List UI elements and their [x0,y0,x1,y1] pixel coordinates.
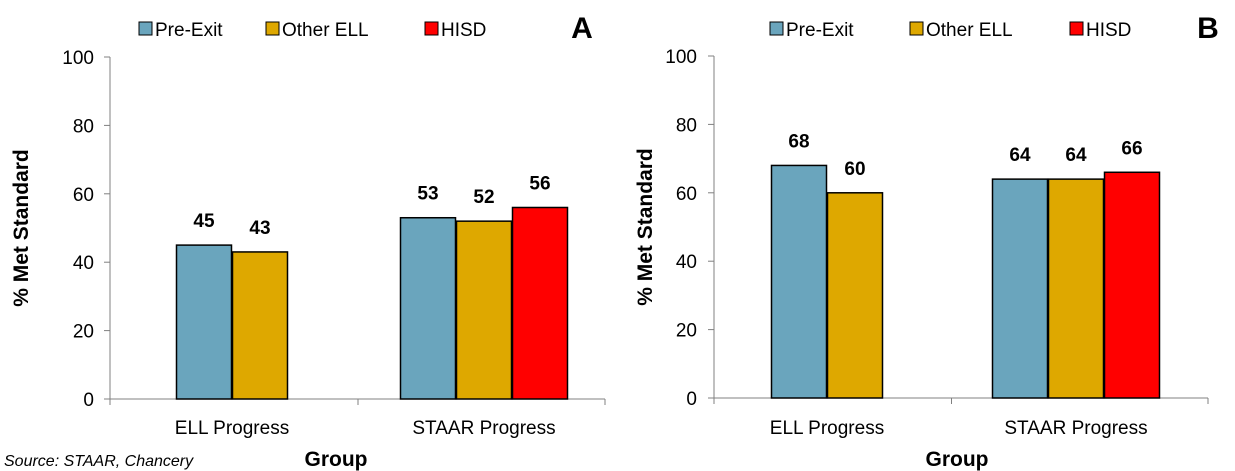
panel-label: B [1197,12,1219,45]
x-tick-label: STAAR Progress [412,418,555,439]
bar [826,192,884,399]
source-note: Source: STAAR, Chancery [4,453,194,470]
bar [455,220,513,400]
x-tick-label: STAAR Progress [1004,418,1147,439]
legend-swatch [1069,21,1084,36]
y-tick-label: 20 [73,322,94,343]
bar [1103,171,1161,399]
data-label: 43 [249,218,270,239]
x-axis-title: Group [305,448,368,471]
data-label: 56 [529,173,550,194]
y-tick-label: 40 [73,253,94,274]
y-tick-label: 60 [73,185,94,206]
legend-entry: HISD [441,20,486,41]
chart-panel-b: 0 20 40 60 80 100 68 60 ELL Progress 64 64 66 STAAR … [634,12,1219,471]
bar [511,206,569,400]
bar [770,164,828,399]
data-label: 60 [844,159,865,180]
data-label: 64 [1065,145,1087,166]
legend-swatch [265,21,280,36]
legend-swatch [909,21,924,36]
legend-entry: Pre-Exit [786,20,854,41]
y-tick-label: 80 [73,116,94,137]
y-tick-label: 60 [676,184,697,205]
data-label: 53 [417,184,438,205]
bar [175,244,233,400]
x-tick-label: ELL Progress [175,418,289,439]
y-tick-label: 0 [686,389,697,410]
bar [1047,178,1105,399]
legend-swatch [769,21,784,36]
y-tick-label: 0 [83,390,94,411]
y-axis-title: % Met Standard [634,148,657,306]
chart-panel-a: 0 20 40 60 80 100 45 43 ELL Progress 53 52 56 STAAR … [10,12,606,471]
y-tick-label: 100 [62,48,94,69]
legend-entry: Other ELL [926,20,1013,41]
data-label: 52 [473,187,494,208]
bar [991,178,1049,399]
legend-entry: Pre-Exit [155,20,223,41]
bar [399,216,457,400]
data-label: 68 [788,131,809,152]
y-tick-label: 40 [676,252,697,273]
y-tick-label: 80 [676,115,697,136]
data-label: 64 [1009,145,1031,166]
panel-label: A [571,12,593,45]
data-label: 66 [1121,138,1142,159]
data-label: 45 [193,211,215,232]
legend-swatch [424,21,439,36]
y-axis-title: % Met Standard [10,149,33,307]
legend-swatch [138,21,153,36]
y-tick-label: 100 [665,47,697,68]
x-tick-label: ELL Progress [770,418,884,439]
legend-entry: HISD [1086,20,1131,41]
bar [231,251,289,400]
x-axis-title: Group [926,448,989,471]
legend-entry: Other ELL [282,20,369,41]
y-tick-label: 20 [676,321,697,342]
